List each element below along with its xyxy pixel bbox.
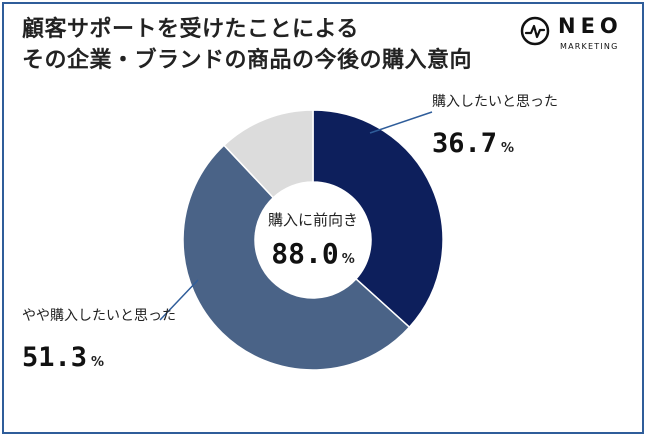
- chart-title: 顧客サポートを受けたことによる その企業・ブランドの商品の今後の購入意向: [22, 14, 472, 76]
- leader-line-1: [369, 111, 433, 134]
- slice-value-1-unit: %: [501, 141, 514, 156]
- slice-value-1-number: 36.7: [432, 128, 497, 159]
- slice-value-2-unit: %: [91, 355, 104, 370]
- neo-marketing-logo: NEO MARKETING: [520, 12, 632, 56]
- slice-label-1: 購入したいと思った: [432, 94, 558, 110]
- logo-sub: MARKETING: [560, 42, 619, 51]
- slice-value-2-number: 51.3: [22, 342, 87, 373]
- leader-line-2: [159, 279, 199, 321]
- center-label: 購入に前向き: [268, 211, 358, 229]
- slice-value-1: 36.7%: [432, 128, 514, 159]
- title-line-1: 顧客サポートを受けたことによる: [22, 17, 359, 42]
- slice-label-2: やや購入したいと思った: [22, 308, 176, 324]
- donut-slice-2: [182, 144, 411, 371]
- slice-value-2: 51.3%: [22, 342, 104, 373]
- center-value-unit: %: [342, 252, 355, 267]
- donut-slice-1: [312, 109, 444, 329]
- center-value: 88.0%: [271, 237, 354, 270]
- center-value-number: 88.0: [271, 237, 338, 270]
- donut-slices: [182, 109, 444, 371]
- pulse-circle-icon: [520, 16, 550, 46]
- title-line-2: その企業・ブランドの商品の今後の購入意向: [22, 48, 473, 73]
- logo-name: NEO: [558, 14, 623, 38]
- donut-slice-3: [222, 109, 314, 199]
